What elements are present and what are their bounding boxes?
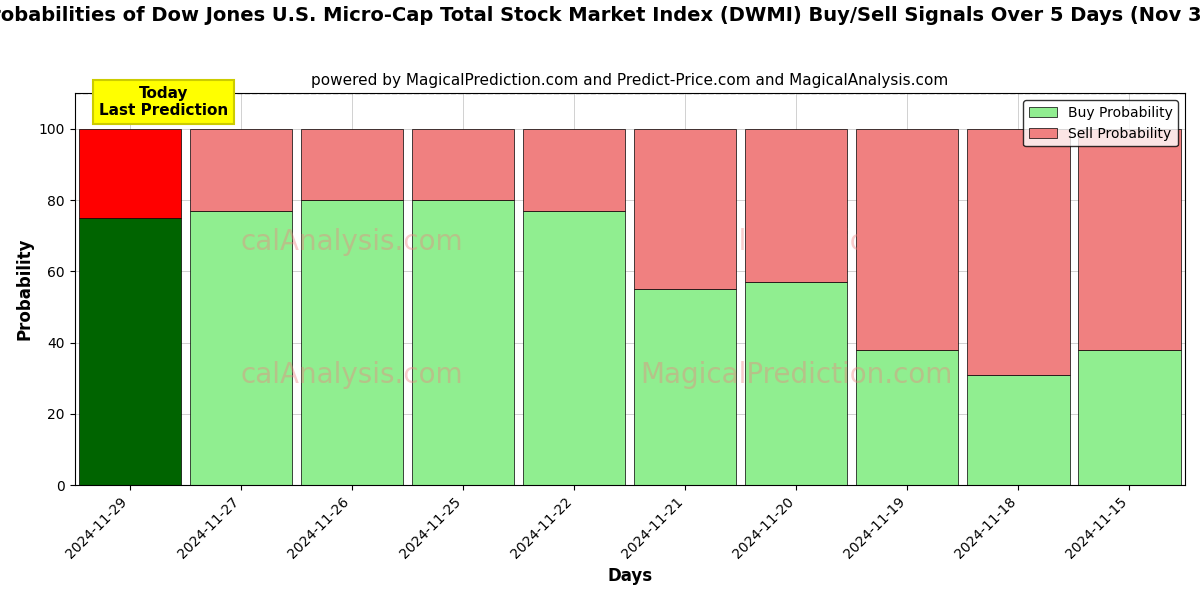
Bar [1079,350,1181,485]
Bar [745,282,847,485]
Bar [301,129,403,200]
Text: MagicalPrediction.com: MagicalPrediction.com [640,361,953,389]
Title: powered by MagicalPrediction.com and Predict-Price.com and MagicalAnalysis.com: powered by MagicalPrediction.com and Pre… [311,73,948,88]
Text: calAnalysis.com: calAnalysis.com [241,228,463,256]
Bar [745,129,847,282]
Bar [190,211,293,485]
Bar [967,129,1069,374]
Bar [79,129,181,218]
Bar [857,129,959,350]
Text: Today
Last Prediction: Today Last Prediction [98,86,228,118]
Legend: Buy Probability, Sell Probability: Buy Probability, Sell Probability [1024,100,1178,146]
Bar [412,200,515,485]
Bar [523,211,625,485]
Bar [190,129,293,211]
X-axis label: Days: Days [607,567,653,585]
Bar [857,350,959,485]
Text: MagicalPrediction.com: MagicalPrediction.com [640,228,953,256]
Text: calAnalysis.com: calAnalysis.com [241,361,463,389]
Y-axis label: Probability: Probability [16,238,34,340]
Bar [412,129,515,200]
Bar [523,129,625,211]
Bar [635,289,737,485]
Bar [301,200,403,485]
Bar [967,374,1069,485]
Text: Probabilities of Dow Jones U.S. Micro-Cap Total Stock Market Index (DWMI) Buy/Se: Probabilities of Dow Jones U.S. Micro-Ca… [0,6,1200,25]
Bar [1079,129,1181,350]
Bar [635,129,737,289]
Bar [79,218,181,485]
